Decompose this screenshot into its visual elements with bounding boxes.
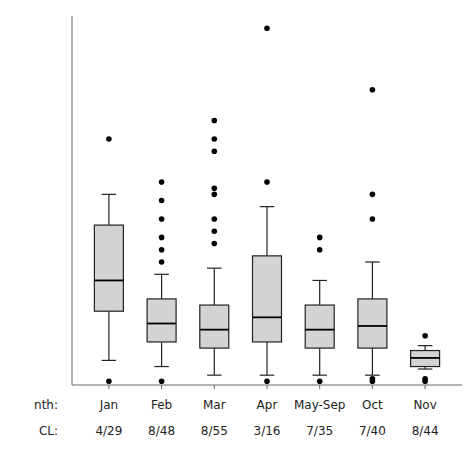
category-label: May-Sep: [294, 398, 346, 412]
cap-low: [312, 375, 326, 376]
x-tick: [425, 385, 426, 389]
category-label: Mar: [203, 398, 226, 412]
median: [305, 329, 334, 331]
whisker-high: [108, 194, 109, 225]
cap-low: [207, 375, 221, 376]
flier: [370, 216, 376, 222]
flier: [159, 179, 165, 185]
category-label: Nov: [413, 398, 436, 412]
whisker-low: [214, 348, 215, 375]
cl-label: 8/44: [412, 424, 439, 438]
x-tick: [319, 385, 320, 389]
flier: [211, 185, 217, 191]
box: [94, 225, 123, 311]
cl-label: 7/40: [359, 424, 386, 438]
category-label: Feb: [151, 398, 172, 412]
box: [358, 299, 387, 348]
whisker-high: [425, 346, 426, 351]
flier: [370, 376, 376, 382]
category-label: Apr: [257, 398, 278, 412]
flier: [211, 228, 217, 234]
whisker-low: [266, 342, 267, 375]
flier: [159, 216, 165, 222]
category-label: Oct: [362, 398, 383, 412]
whisker-low: [161, 342, 162, 367]
cap-high: [102, 194, 116, 195]
flier: [317, 247, 323, 253]
cap-high: [154, 274, 168, 275]
flier: [211, 136, 217, 142]
whisker-low: [319, 348, 320, 375]
whisker-low: [108, 311, 109, 360]
cl-label: 7/35: [306, 424, 333, 438]
flier: [211, 149, 217, 155]
flier: [370, 192, 376, 198]
row-label: CL:: [39, 424, 58, 438]
median: [411, 357, 440, 359]
flier: [159, 235, 165, 241]
flier: [422, 376, 428, 382]
flier: [159, 247, 165, 253]
median: [94, 280, 123, 282]
cap-low: [365, 375, 379, 376]
flier: [211, 241, 217, 247]
x-tick: [267, 385, 268, 389]
whisker-high: [214, 268, 215, 305]
x-tick: [108, 385, 109, 389]
cl-label: 8/48: [148, 424, 175, 438]
whisker-high: [372, 262, 373, 299]
cl-label: 8/55: [201, 424, 228, 438]
row-label: nth:: [34, 398, 58, 412]
flier: [264, 179, 270, 185]
box: [411, 351, 440, 367]
median: [200, 329, 229, 331]
cap-low: [154, 366, 168, 367]
cl-label: 4/29: [95, 424, 122, 438]
x-tick: [161, 385, 162, 389]
flier: [264, 379, 270, 385]
flier: [159, 198, 165, 204]
median: [253, 316, 282, 318]
flier: [159, 259, 165, 265]
cap-high: [312, 280, 326, 281]
y-axis-line: [72, 16, 73, 385]
flier: [211, 216, 217, 222]
flier: [422, 333, 428, 339]
whisker-high: [266, 207, 267, 256]
cap-low: [260, 375, 274, 376]
flier: [264, 26, 270, 32]
cl-label: 3/16: [254, 424, 281, 438]
cap-high: [418, 345, 432, 346]
cap-high: [365, 261, 379, 262]
cap-low: [418, 368, 432, 369]
cap-low: [102, 360, 116, 361]
x-tick: [372, 385, 373, 389]
chart-container: Jan 4/29 Feb 8/48 Mar 8/55 Apr 3/16 May-Sep 7/35 O…: [0, 0, 474, 474]
category-label: Jan: [99, 398, 119, 412]
flier: [370, 87, 376, 93]
box: [305, 305, 334, 348]
median: [147, 323, 176, 325]
flier: [211, 118, 217, 124]
chart: Jan 4/29 Feb 8/48 Mar 8/55 Apr 3/16 May-Sep 7/35 O…: [0, 0, 474, 474]
box: [200, 305, 229, 348]
x-tick: [214, 385, 215, 389]
whisker-low: [372, 348, 373, 375]
cap-high: [260, 206, 274, 207]
flier: [106, 379, 112, 385]
whisker-high: [319, 280, 320, 305]
plot-area: [94, 26, 439, 385]
cap-high: [207, 268, 221, 269]
box: [253, 256, 282, 342]
flier: [317, 379, 323, 385]
whisker-high: [161, 274, 162, 299]
flier: [106, 136, 112, 142]
flier: [211, 192, 217, 198]
median: [358, 325, 387, 327]
flier: [317, 235, 323, 241]
box: [147, 299, 176, 342]
flier: [159, 379, 165, 385]
